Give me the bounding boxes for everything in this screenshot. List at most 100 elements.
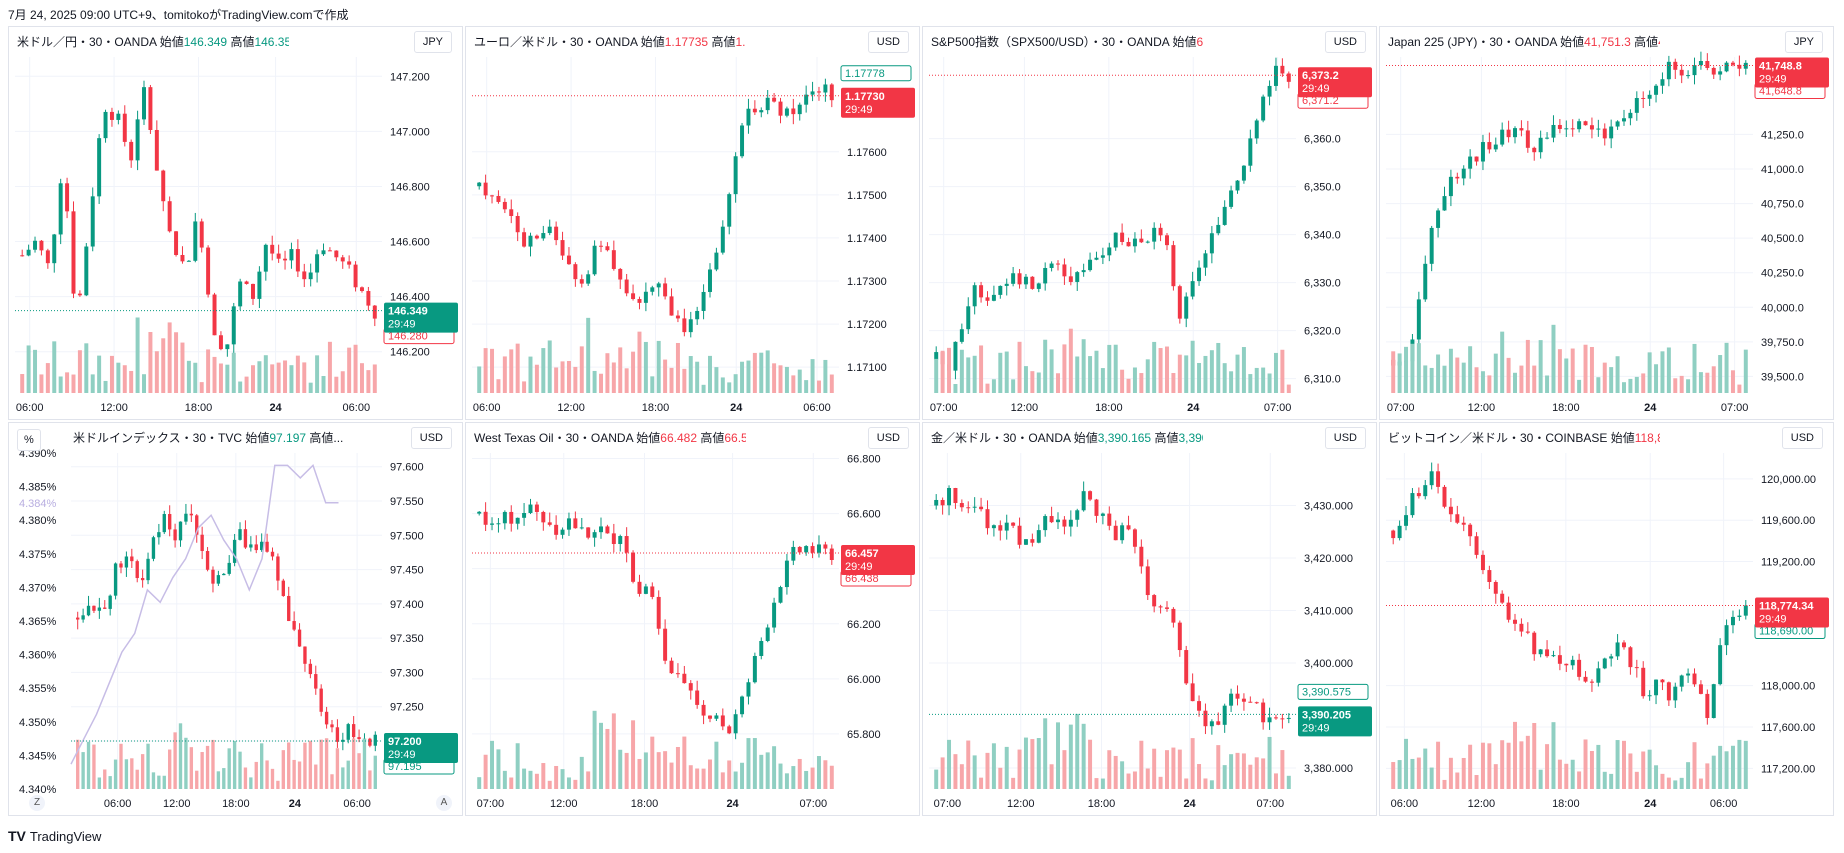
yield-line-series (70, 464, 339, 765)
candle (1730, 610, 1735, 634)
left-unit-button[interactable]: % (17, 429, 41, 451)
volume-bar (1666, 777, 1671, 789)
volume-bar (211, 739, 215, 789)
candle (784, 106, 789, 118)
candle (295, 239, 300, 278)
chart-panel[interactable]: 6,360.0 6,350.0 6,340.0 6,330.0 6,320.0 6,310… (922, 26, 1377, 420)
chart-canvas[interactable]: 6,360.0 6,350.0 6,340.0 6,330.0 6,320.0 6,310… (923, 27, 1377, 420)
candle (1056, 260, 1060, 271)
volume-bar (200, 752, 204, 789)
volume-bar (251, 365, 255, 393)
chart-panel[interactable]: 120,000.00 119,600.00 119,200.00 118,000.00… (1379, 422, 1834, 816)
symbol-legend[interactable]: 金／米ドル・30・OANDA 始値3,390.165 高値3,390.940 安… (931, 429, 1203, 446)
candle (1615, 120, 1620, 130)
chart-canvas[interactable]: 147.200 147.000 146.800 146.600 146.400 146.2… (9, 27, 463, 420)
left-axis-tick-label: 4.385% (19, 482, 57, 494)
left-axis-tick-label: 4.370% (19, 582, 57, 594)
volume-bar (1519, 365, 1524, 393)
volume-bar (308, 740, 313, 789)
y-axis-tick-label: 3,420.000 (1304, 553, 1353, 565)
volume-bar (1436, 354, 1441, 393)
candle (509, 199, 514, 224)
candle (624, 273, 629, 297)
symbol-legend[interactable]: ユーロ／米ドル・30・OANDA 始値1.17735 高値1.17735 安値.… (474, 33, 746, 50)
candle (199, 218, 204, 253)
candle (52, 233, 57, 273)
candle (1506, 596, 1511, 623)
candle (650, 285, 655, 296)
footer-brand[interactable]: TradingView (29, 828, 102, 844)
candle (315, 249, 320, 283)
volume-bar (991, 379, 996, 393)
zoom-toggle-icon[interactable]: Z (29, 795, 45, 811)
chart-panel[interactable]: 66.80066.60066.40066.20066.00065.80007:0… (465, 422, 920, 816)
symbol-legend[interactable]: 米ドル／円・30・OANDA 始値146.349 高値146.354 安値146… (17, 33, 289, 50)
volume-bar (1596, 377, 1601, 393)
candle (1094, 251, 1099, 261)
candle (1273, 57, 1278, 91)
chart-panel[interactable]: 41,250.0 41,000.0 40,750.0 40,500.0 40,250.0… (1379, 26, 1834, 420)
auto-scale-icon[interactable]: A (436, 795, 452, 811)
volume-bar (180, 342, 185, 393)
currency-button[interactable]: USD (1324, 427, 1366, 449)
symbol-legend[interactable]: 米ドルインデックス・30・TVC 始値97.197 高値... (73, 429, 343, 446)
candle (1017, 517, 1022, 549)
volume-bar (1647, 749, 1652, 789)
candle (135, 110, 140, 171)
chart-panel[interactable]: 3,430.000 3,420.000 3,410.000 3,400.000 3,38… (922, 422, 1377, 816)
candle (45, 248, 50, 269)
volume-bar (547, 780, 552, 789)
volume-bar (1673, 780, 1678, 789)
chart-panel[interactable]: 1.17600 1.17500 1.17400 1.17300 1.17200 1.171… (465, 26, 920, 420)
volume-bar (1442, 779, 1447, 789)
chart-canvas[interactable]: 41,250.0 41,000.0 40,750.0 40,500.0 40,250.0… (1380, 27, 1834, 420)
volume-bar (292, 759, 296, 789)
candle (1455, 505, 1460, 525)
symbol-legend[interactable]: Japan 225 (JPY)・30・OANDA 始値41,751.3 高値41… (1388, 33, 1660, 50)
symbol-legend[interactable]: S&P500指数（SPX500/USD）・30・OANDA 始値6,373.6 … (931, 33, 1203, 50)
tradingview-logo-icon[interactable]: TV (8, 828, 26, 844)
candle (167, 196, 172, 233)
currency-button[interactable]: USD (410, 427, 452, 449)
symbol-legend[interactable]: West Texas Oil・30・OANDA 始値66.482 高値66.50… (474, 429, 746, 446)
volume-bar (1538, 769, 1543, 789)
volume-bar (366, 370, 371, 393)
candle (1679, 64, 1684, 84)
chart-panel[interactable]: 147.200 147.000 146.800 146.600 146.400 146.2… (8, 26, 463, 420)
volume-bar (1448, 348, 1453, 393)
chart-canvas[interactable]: 66.80066.60066.40066.20066.00065.80007:0… (466, 423, 920, 816)
candle (1583, 120, 1588, 126)
currency-button[interactable]: USD (1324, 31, 1366, 53)
chart-panel[interactable]: 4.390% 4.385% 4.380% 4.375% 4.370% 4.365% 4.36… (8, 422, 463, 816)
volume-bar (934, 769, 939, 789)
chart-canvas[interactable]: 1.17600 1.17500 1.17400 1.17300 1.17200 1.171… (466, 27, 920, 420)
candle (113, 562, 118, 600)
symbol-legend[interactable]: ビットコイン／米ドル・30・COINBASE 始値118,810.44 高値..… (1388, 429, 1660, 446)
currency-button[interactable]: USD (1781, 427, 1823, 449)
chart-canvas[interactable]: 120,000.00 119,600.00 119,200.00 118,000.00… (1380, 423, 1834, 816)
chart-canvas[interactable]: 3,430.000 3,420.000 3,410.000 3,400.000 3,38… (923, 423, 1377, 816)
volume-bar (1513, 372, 1517, 393)
candle (1107, 506, 1112, 531)
candle (1036, 282, 1041, 293)
currency-button[interactable]: JPY (413, 31, 452, 53)
y-axis-tick-label: 3,410.000 (1304, 606, 1353, 618)
candle (1254, 701, 1259, 705)
candle (1711, 683, 1716, 719)
volume-bar (522, 381, 527, 393)
chart-canvas[interactable]: 4.390% 4.385% 4.380% 4.375% 4.370% 4.365% 4.36… (9, 423, 463, 816)
volume-bar (1429, 767, 1434, 789)
candle (130, 548, 134, 569)
currency-button[interactable]: USD (867, 31, 909, 53)
volume-bar (108, 776, 112, 789)
svg-text:66.457: 66.457 (845, 548, 879, 560)
volume-bar (1480, 742, 1485, 789)
currency-button[interactable]: USD (867, 427, 909, 449)
candle (1525, 622, 1530, 635)
currency-button[interactable]: JPY (1784, 31, 1823, 53)
candle (1132, 528, 1137, 554)
volume-bar (135, 769, 139, 789)
volume-bar (810, 767, 815, 789)
volume-bar (1267, 373, 1272, 393)
